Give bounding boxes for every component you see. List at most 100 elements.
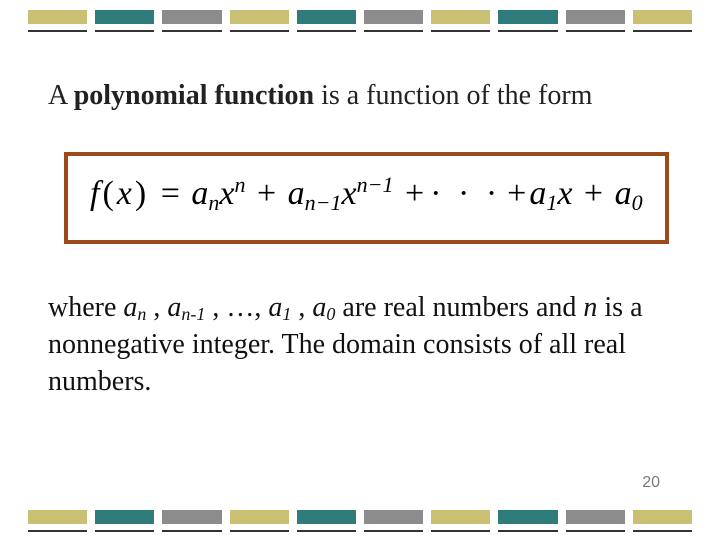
- band-rule: [566, 530, 625, 532]
- sup-n: n: [234, 172, 245, 197]
- band-segment: [230, 506, 289, 534]
- band-segment: [633, 6, 692, 34]
- plus-1: +: [257, 175, 276, 212]
- band-rule: [364, 530, 423, 532]
- band-rule: [162, 530, 221, 532]
- formula-box: f(x) = anxn + an−1xn−1 +· · ·+a1x + a0: [64, 152, 669, 244]
- var-x-2: x: [342, 175, 357, 212]
- band-segment: [162, 506, 221, 534]
- band-swatch: [498, 510, 557, 524]
- band-segment: [498, 6, 557, 34]
- desc-p1: where: [48, 292, 123, 323]
- band-rule: [28, 530, 87, 532]
- band-segment: [230, 6, 289, 34]
- desc-p5: are real numbers and: [335, 292, 583, 323]
- fn-f: f: [90, 175, 99, 212]
- band-rule: [230, 530, 289, 532]
- top-decorative-band: [28, 6, 692, 34]
- band-swatch: [162, 10, 221, 24]
- band-rule: [633, 30, 692, 32]
- description-text: where an , an-1 , …, a1 , a0 are real nu…: [48, 290, 672, 401]
- bottom-decorative-band: [28, 506, 692, 534]
- band-swatch: [230, 10, 289, 24]
- polynomial-formula: f(x) = anxn + an−1xn−1 +· · ·+a1x + a0: [90, 175, 643, 212]
- band-swatch: [498, 10, 557, 24]
- plus-4: +: [584, 175, 603, 212]
- band-segment: [364, 6, 423, 34]
- band-segment: [95, 6, 154, 34]
- band-rule: [28, 30, 87, 32]
- plus-2: +: [405, 175, 424, 212]
- desc-a1: a1: [268, 292, 291, 323]
- paren-open: (: [102, 175, 113, 212]
- band-segment: [364, 506, 423, 534]
- paren-close: ): [135, 175, 146, 212]
- desc-an: an: [123, 292, 146, 323]
- intro-suffix: is a function of the form: [314, 80, 592, 111]
- sub-0: 0: [632, 190, 643, 215]
- band-swatch: [566, 10, 625, 24]
- coef-a-n1: a: [288, 175, 305, 212]
- sup-n-1: n−1: [357, 172, 394, 197]
- band-swatch: [297, 510, 356, 524]
- coef-a-n: a: [191, 175, 208, 212]
- coef-a-1: a: [529, 175, 546, 212]
- desc-p3: , …,: [205, 292, 268, 323]
- band-segment: [28, 6, 87, 34]
- equals: =: [161, 175, 180, 212]
- band-rule: [162, 30, 221, 32]
- band-rule: [95, 530, 154, 532]
- band-swatch: [431, 10, 490, 24]
- band-rule: [364, 30, 423, 32]
- coef-a-0: a: [615, 175, 632, 212]
- band-segment: [633, 506, 692, 534]
- band-segment: [431, 506, 490, 534]
- page-number: 20: [642, 474, 660, 492]
- desc-p4: ,: [291, 292, 312, 323]
- band-segment: [95, 506, 154, 534]
- band-swatch: [364, 10, 423, 24]
- sub-n: n: [208, 190, 219, 215]
- var-x-3: x: [557, 175, 572, 212]
- band-rule: [498, 530, 557, 532]
- band-rule: [230, 30, 289, 32]
- band-segment: [297, 6, 356, 34]
- band-swatch: [297, 10, 356, 24]
- band-swatch: [431, 510, 490, 524]
- band-segment: [566, 6, 625, 34]
- intro-text: A polynomial function is a function of t…: [48, 78, 672, 114]
- band-rule: [431, 530, 490, 532]
- sub-n-1: n−1: [305, 190, 342, 215]
- desc-n: n: [583, 292, 597, 323]
- fn-x: x: [117, 175, 132, 212]
- slide-content: A polynomial function is a function of t…: [48, 78, 672, 401]
- band-segment: [431, 6, 490, 34]
- band-rule: [431, 30, 490, 32]
- band-rule: [95, 30, 154, 32]
- var-x-1: x: [219, 175, 234, 212]
- band-segment: [162, 6, 221, 34]
- desc-a0: a0: [312, 292, 335, 323]
- desc-an1: an-1: [167, 292, 205, 323]
- desc-p2: ,: [146, 292, 167, 323]
- band-swatch: [95, 10, 154, 24]
- band-segment: [566, 506, 625, 534]
- plus-3: +: [507, 175, 526, 212]
- band-segment: [297, 506, 356, 534]
- band-swatch: [95, 510, 154, 524]
- sub-1: 1: [546, 190, 557, 215]
- band-segment: [498, 506, 557, 534]
- band-swatch: [566, 510, 625, 524]
- band-rule: [297, 30, 356, 32]
- band-swatch: [28, 10, 87, 24]
- band-swatch: [633, 10, 692, 24]
- band-swatch: [162, 510, 221, 524]
- intro-keyword: polynomial function: [74, 80, 314, 111]
- band-rule: [566, 30, 625, 32]
- band-rule: [498, 30, 557, 32]
- band-swatch: [230, 510, 289, 524]
- band-rule: [297, 530, 356, 532]
- band-swatch: [28, 510, 87, 524]
- band-rule: [633, 530, 692, 532]
- dots: · · ·: [430, 175, 501, 212]
